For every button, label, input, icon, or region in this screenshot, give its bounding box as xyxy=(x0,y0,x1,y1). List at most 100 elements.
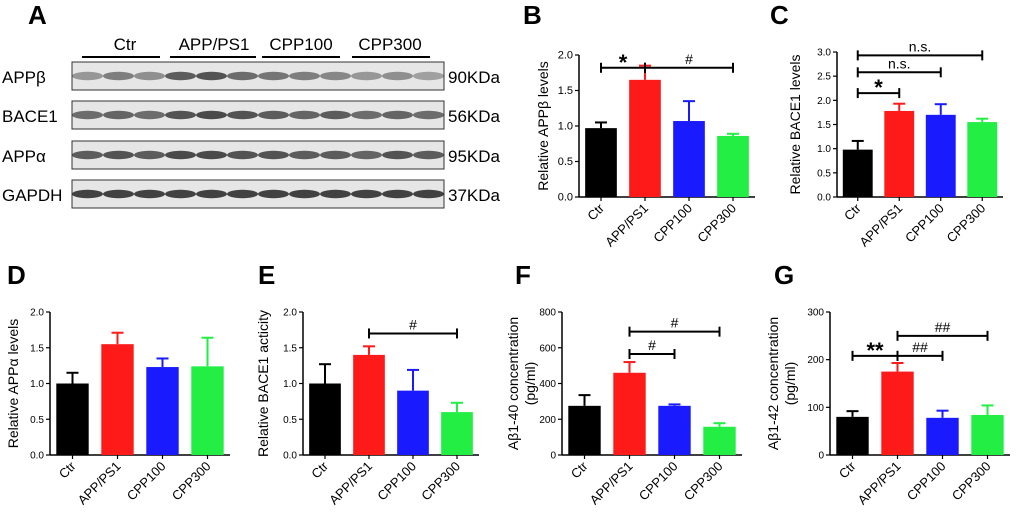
bar xyxy=(191,366,224,455)
y-axis-label: Relative BACE1 acticity xyxy=(255,310,271,457)
x-tick-label: CPP100 xyxy=(902,201,947,246)
significance-label: * xyxy=(874,75,883,100)
bar xyxy=(568,405,601,455)
blot-band-name: APPα xyxy=(2,147,46,166)
blot-band-lane xyxy=(72,110,103,120)
x-tick-label: Ctr xyxy=(568,458,591,481)
bar xyxy=(842,149,873,197)
y-axis-label-line: Aβ1-42 concentration xyxy=(765,317,781,450)
blot-band-lane xyxy=(103,110,134,120)
x-tick-label: Ctr xyxy=(308,458,331,481)
blot-band-lane xyxy=(196,189,227,199)
blot-band-lane xyxy=(103,189,134,199)
significance-label: ## xyxy=(935,319,951,335)
blot-band-lane xyxy=(258,71,289,81)
y-tick-label: 600 xyxy=(539,343,556,354)
y-tick-label: 100 xyxy=(807,403,824,414)
y-tick-label: 1.5 xyxy=(30,343,44,354)
blot-band-lane xyxy=(258,150,289,160)
panel-letter-e: E xyxy=(258,260,275,290)
x-tick-label: APP/PS1 xyxy=(75,459,124,508)
blot-band-lane xyxy=(165,110,196,120)
y-tick-label: 200 xyxy=(807,355,824,366)
bar xyxy=(925,114,956,197)
significance-label: # xyxy=(671,315,679,331)
y-tick-label: 0.0 xyxy=(558,192,573,204)
blot-band-lane xyxy=(134,189,165,199)
blot-band-lane xyxy=(351,110,382,120)
blot-band-lane xyxy=(320,150,351,160)
blot-group-label: CPP100 xyxy=(269,35,332,54)
x-tick-label: CPP100 xyxy=(904,459,949,504)
x-tick-label: CPP100 xyxy=(374,459,419,504)
bar xyxy=(967,122,998,197)
x-tick-label: Ctr xyxy=(841,200,864,223)
y-tick-label: 0.0 xyxy=(30,451,44,462)
bar xyxy=(613,372,646,455)
blot-band-lane xyxy=(103,71,134,81)
blot-band-lane xyxy=(351,189,382,199)
bar xyxy=(971,414,1004,455)
x-tick-label: CPP100 xyxy=(636,459,681,504)
bar xyxy=(926,417,959,455)
blot-band-lane xyxy=(72,189,103,199)
blot-band-lane xyxy=(134,150,165,160)
bar xyxy=(353,354,385,455)
significance-label: # xyxy=(409,316,417,332)
blot-group-label: CPP300 xyxy=(358,35,421,54)
x-tick-label: CPP300 xyxy=(694,201,739,246)
chart-panel-g: G 0 100 200 300 Aβ1-42 concentration(pg/ml) Ct… xyxy=(765,260,1010,507)
blot-band-lane xyxy=(165,150,196,160)
blot-band-lane xyxy=(320,189,351,199)
blot-band-lane xyxy=(196,110,227,120)
x-tick-label: CPP100 xyxy=(124,459,169,504)
blot-band-lane xyxy=(72,71,103,81)
y-axis-label: Aβ1-42 concentration(pg/ml) xyxy=(765,317,798,450)
y-tick-label: 2.0 xyxy=(30,308,44,319)
x-tick-label: CPP300 xyxy=(418,459,463,504)
x-tick-label: APP/PS1 xyxy=(856,201,905,250)
chart-panel-c: C 0.0 0.5 1.0 1.5 2.0 2.5 3.0 Relative BACE1 lev… xyxy=(770,0,1003,249)
x-tick-label: APP/PS1 xyxy=(602,201,651,250)
blot-band-lane xyxy=(382,150,413,160)
significance-label: * xyxy=(619,50,628,75)
y-tick-label: 2.5 xyxy=(817,72,831,83)
y-tick-label: 0.5 xyxy=(283,415,297,426)
significance-label: # xyxy=(648,337,656,353)
x-tick-label: CPP300 xyxy=(681,459,726,504)
blot-band-lane xyxy=(103,150,134,160)
panel-letter-a: A xyxy=(28,0,47,30)
chart-panel-d: D 0.0 0.5 1.0 1.5 2.0 Relative APPα levels CtrA… xyxy=(5,260,230,507)
blot-band-lane xyxy=(165,189,196,199)
blot-band-lane xyxy=(227,71,258,81)
y-tick-label: 1.0 xyxy=(30,379,44,390)
bar xyxy=(836,416,869,455)
blot-band-lane xyxy=(382,110,413,120)
x-tick-label: APP/PS1 xyxy=(855,459,904,508)
y-tick-label: 300 xyxy=(807,308,824,319)
blot-band-lane xyxy=(72,150,103,160)
blot-band-size: 90KDa xyxy=(448,68,501,87)
bar xyxy=(146,367,179,455)
blot-band-size: 95KDa xyxy=(448,147,501,166)
y-axis-label-line: Aβ1-40 concentration xyxy=(505,317,521,450)
y-tick-label: 3.0 xyxy=(817,48,831,59)
x-tick-label: CPP300 xyxy=(949,459,994,504)
bar xyxy=(717,135,749,197)
y-axis-label-line: (pg/ml) xyxy=(782,362,798,406)
bar xyxy=(585,128,617,197)
blot-band-lane xyxy=(382,189,413,199)
blot-band-lane xyxy=(258,110,289,120)
blot-band-name: GAPDH xyxy=(2,186,62,205)
y-tick-label: 1.0 xyxy=(283,379,297,390)
y-tick-label: 0 xyxy=(550,451,556,462)
blot-band-size: 37KDa xyxy=(448,186,501,205)
significance-label: ** xyxy=(866,338,884,363)
bar xyxy=(309,383,341,455)
blot-band-lane xyxy=(227,110,258,120)
panel-letter-f: F xyxy=(515,260,531,290)
blot-band-lane xyxy=(320,71,351,81)
x-tick-label: Ctr xyxy=(56,458,79,481)
blot-band-lane xyxy=(413,71,444,81)
bar xyxy=(703,426,736,455)
